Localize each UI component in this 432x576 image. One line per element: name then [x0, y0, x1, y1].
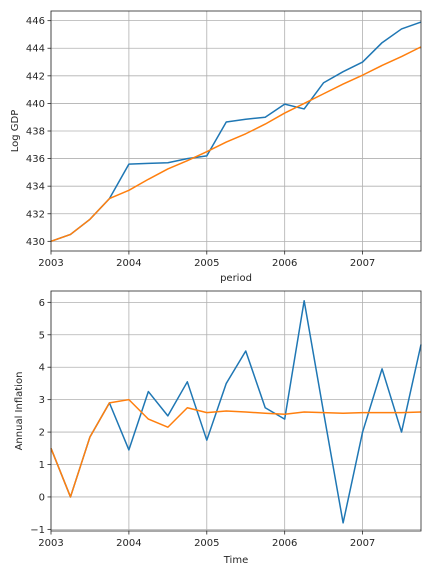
chart-1-ytick-label: 440: [26, 99, 45, 110]
chart-1-xtick-label: 2004: [116, 258, 141, 269]
chart-1-y-axis-label: Log GDP: [10, 110, 21, 153]
chart-1-ytick-label: 442: [26, 71, 45, 82]
chart-2-y-axis-label: Annual Inflation: [14, 372, 25, 451]
chart-1-series-2-line: [50, 46, 422, 243]
chart-1-x-axis-label: period: [220, 273, 252, 284]
chart-2-series-1-line: [50, 299, 422, 524]
chart-2-ytick-label: 4: [39, 363, 45, 374]
chart-2-ytick-label: 0: [39, 492, 45, 503]
chart-1-ytick-label: 434: [26, 182, 45, 193]
chart-2-ytick-label: −1: [30, 525, 45, 536]
chart-2-series-2-line: [50, 398, 422, 498]
annual-inflation-chart: 2003 2004 2005 2006 2007 −1 0 1 2 3 4 5 6 Time Annual …: [14, 290, 422, 566]
chart-2-xtick-label: 2006: [272, 538, 297, 549]
chart-1-series-1-line: [50, 21, 422, 243]
chart-2-xtick-label: 2003: [38, 538, 63, 549]
chart-1-ytick-label: 438: [26, 127, 45, 138]
chart-1-xtick-label: 2003: [38, 258, 63, 269]
chart-2-ytick-label: 3: [39, 395, 45, 406]
chart-1-ytick-label: 444: [26, 44, 45, 55]
chart-2-ytick-label: 6: [39, 298, 45, 309]
chart-2-ytick-label: 1: [39, 460, 45, 471]
chart-1-ytick-label: 432: [26, 209, 45, 220]
chart-2-ytick-label: 2: [39, 428, 45, 439]
chart-1-ytick-label: 446: [26, 16, 45, 27]
chart-1-xtick-label: 2006: [272, 258, 297, 269]
chart-2-xtick-label: 2005: [194, 538, 219, 549]
chart-2-ytick-label: 5: [39, 330, 45, 341]
chart-2-plot-frame: [50, 290, 422, 532]
chart-1-xtick-label: 2007: [350, 258, 375, 269]
chart-2-xtick-label: 2007: [350, 538, 375, 549]
chart-1-ytick-label: 430: [26, 237, 45, 248]
chart-2-x-axis-label: Time: [223, 555, 248, 566]
chart-2-xtick-label: 2004: [116, 538, 141, 549]
chart-1-xtick-label: 2005: [194, 258, 219, 269]
log-gdp-chart: 2003 2004 2005 2006 2007 430 432 434 436 438 440 44…: [10, 10, 422, 284]
chart-1-ytick-label: 436: [26, 154, 45, 165]
